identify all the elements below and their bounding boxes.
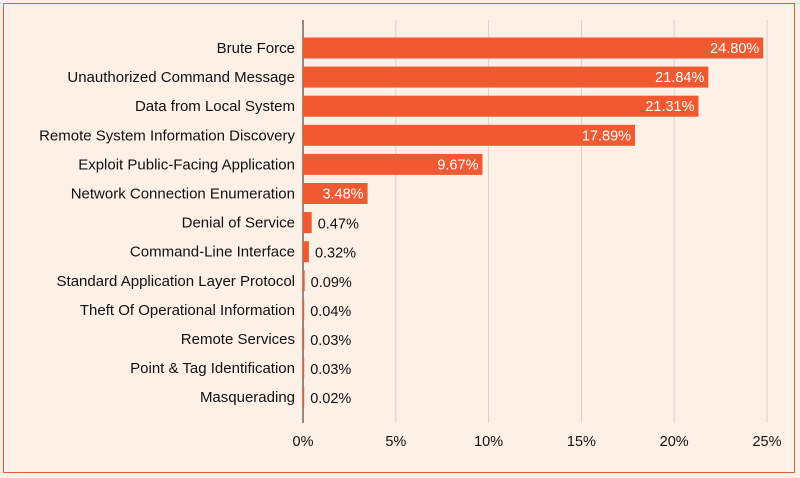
x-axis-ticks: 0% 5% 10% 15% 20% 25% <box>293 434 782 450</box>
bar <box>303 357 305 379</box>
value-label: 0.03% <box>310 333 351 349</box>
value-label: 0.47% <box>318 217 359 233</box>
bar <box>303 66 709 88</box>
category-label: Standard Application Layer Protocol <box>57 273 295 290</box>
category-label: Remote System Information Discovery <box>39 127 295 144</box>
category-label: Masquerading <box>200 389 295 406</box>
chart-frame: Brute Force 24.80% Unauthorized Command Me… <box>3 3 795 473</box>
bar-layer <box>303 37 764 408</box>
bar <box>303 386 305 408</box>
value-label: 0.02% <box>310 391 351 407</box>
x-tick-label: 10% <box>474 434 503 450</box>
x-tick-label: 5% <box>385 434 406 450</box>
bar <box>303 183 368 204</box>
value-label: 24.80% <box>710 41 759 57</box>
bar-chart: Brute Force 24.80% Unauthorized Command Me… <box>39 20 782 450</box>
bar <box>303 95 699 117</box>
x-tick-label: 20% <box>660 434 689 450</box>
bar <box>303 299 305 321</box>
value-label: 17.89% <box>582 128 631 144</box>
category-label: Exploit Public-Facing Application <box>78 156 295 173</box>
label-layer: Brute Force 24.80% Unauthorized Command Me… <box>39 40 759 407</box>
category-label: Network Connection Enumeration <box>71 186 295 203</box>
bar <box>303 328 305 350</box>
bar <box>303 270 305 292</box>
x-tick-label: 0% <box>293 434 314 450</box>
category-label: Unauthorized Command Message <box>67 69 295 86</box>
x-tick-label: 25% <box>752 434 781 450</box>
value-label: 9.67% <box>437 157 478 173</box>
category-label: Brute Force <box>217 40 295 57</box>
bar <box>303 124 636 146</box>
bar <box>303 212 312 234</box>
value-label: 0.04% <box>310 304 351 320</box>
value-label: 0.32% <box>315 246 356 262</box>
bar <box>303 241 309 263</box>
value-label: 0.09% <box>311 275 352 291</box>
value-label: 21.84% <box>655 70 704 86</box>
category-label: Command-Line Interface <box>130 244 295 261</box>
value-label: 3.48% <box>322 187 363 203</box>
category-label: Denial of Service <box>182 215 295 232</box>
category-label: Remote Services <box>181 331 295 348</box>
value-label: 21.31% <box>645 99 694 115</box>
x-tick-label: 15% <box>567 434 596 450</box>
category-label: Data from Local System <box>135 98 295 115</box>
bar <box>303 153 483 175</box>
value-label: 0.03% <box>310 362 351 378</box>
category-label: Point & Tag Identification <box>130 360 295 377</box>
category-label: Theft Of Operational Information <box>80 302 295 319</box>
bar <box>303 37 764 59</box>
